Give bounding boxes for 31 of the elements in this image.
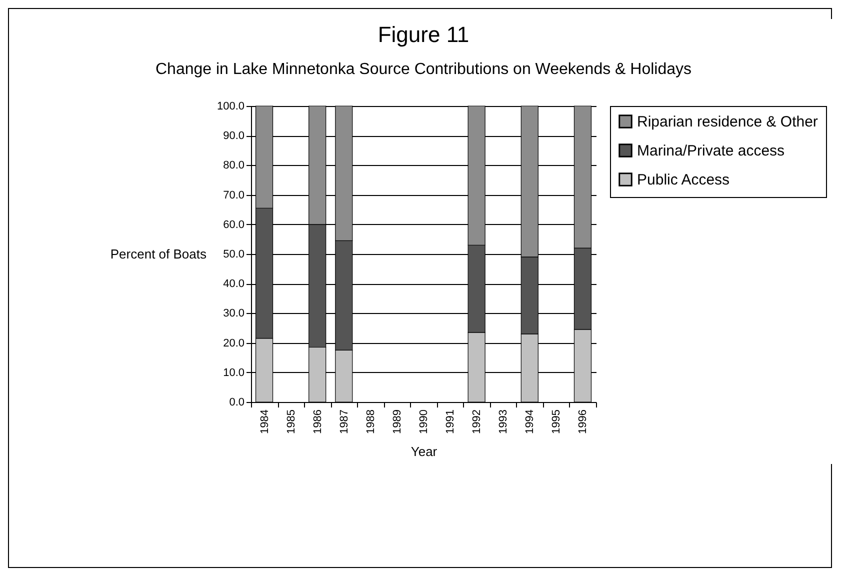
y-tick-label: 40.0 (223, 278, 244, 290)
x-tick-label: 1995 (550, 410, 563, 434)
x-tick-label: 1990 (418, 410, 430, 434)
x-tick-label: 1992 (471, 410, 484, 434)
x-tick-label: 1993 (498, 410, 510, 434)
x-tick-label: 1994 (524, 410, 536, 434)
legend-label: Marina/Private access (637, 142, 785, 160)
y-tick-label: 80.0 (223, 160, 244, 172)
y-tick-label: 60.0 (223, 218, 244, 231)
y-tick-label: 100.0 (216, 100, 244, 112)
y-tick-label: 70.0 (223, 189, 244, 202)
x-tick-label: 1988 (364, 410, 377, 434)
y-tick-label: 20.0 (223, 337, 244, 350)
x-tick-label: 1987 (338, 410, 350, 434)
chart-subtitle: Change in Lake Minnetonka Source Contributions on Weekends & Holidays (155, 61, 692, 78)
legend-label: Riparian residence & Other (637, 114, 818, 130)
x-tick-label: 1989 (391, 410, 404, 434)
y-tick-label: 10.0 (223, 366, 244, 379)
y-tick-label: 30.0 (223, 308, 244, 320)
y-tick-label: 0.0 (229, 396, 244, 408)
x-tick-label: 1996 (577, 410, 590, 434)
x-tick-label: 1986 (312, 410, 324, 434)
y-tick-label: 50.0 (223, 248, 244, 260)
legend-label: Public Access (637, 172, 730, 188)
x-tick-label: 1985 (285, 410, 298, 434)
x-tick-label: 1984 (258, 410, 271, 434)
y-axis-title: Percent of Boats (110, 246, 207, 262)
y-tick-label: 90.0 (223, 130, 244, 142)
x-tick-label: 1991 (444, 410, 457, 434)
x-axis-title: Year (410, 444, 438, 459)
chart-title: Figure 11 (378, 22, 470, 47)
